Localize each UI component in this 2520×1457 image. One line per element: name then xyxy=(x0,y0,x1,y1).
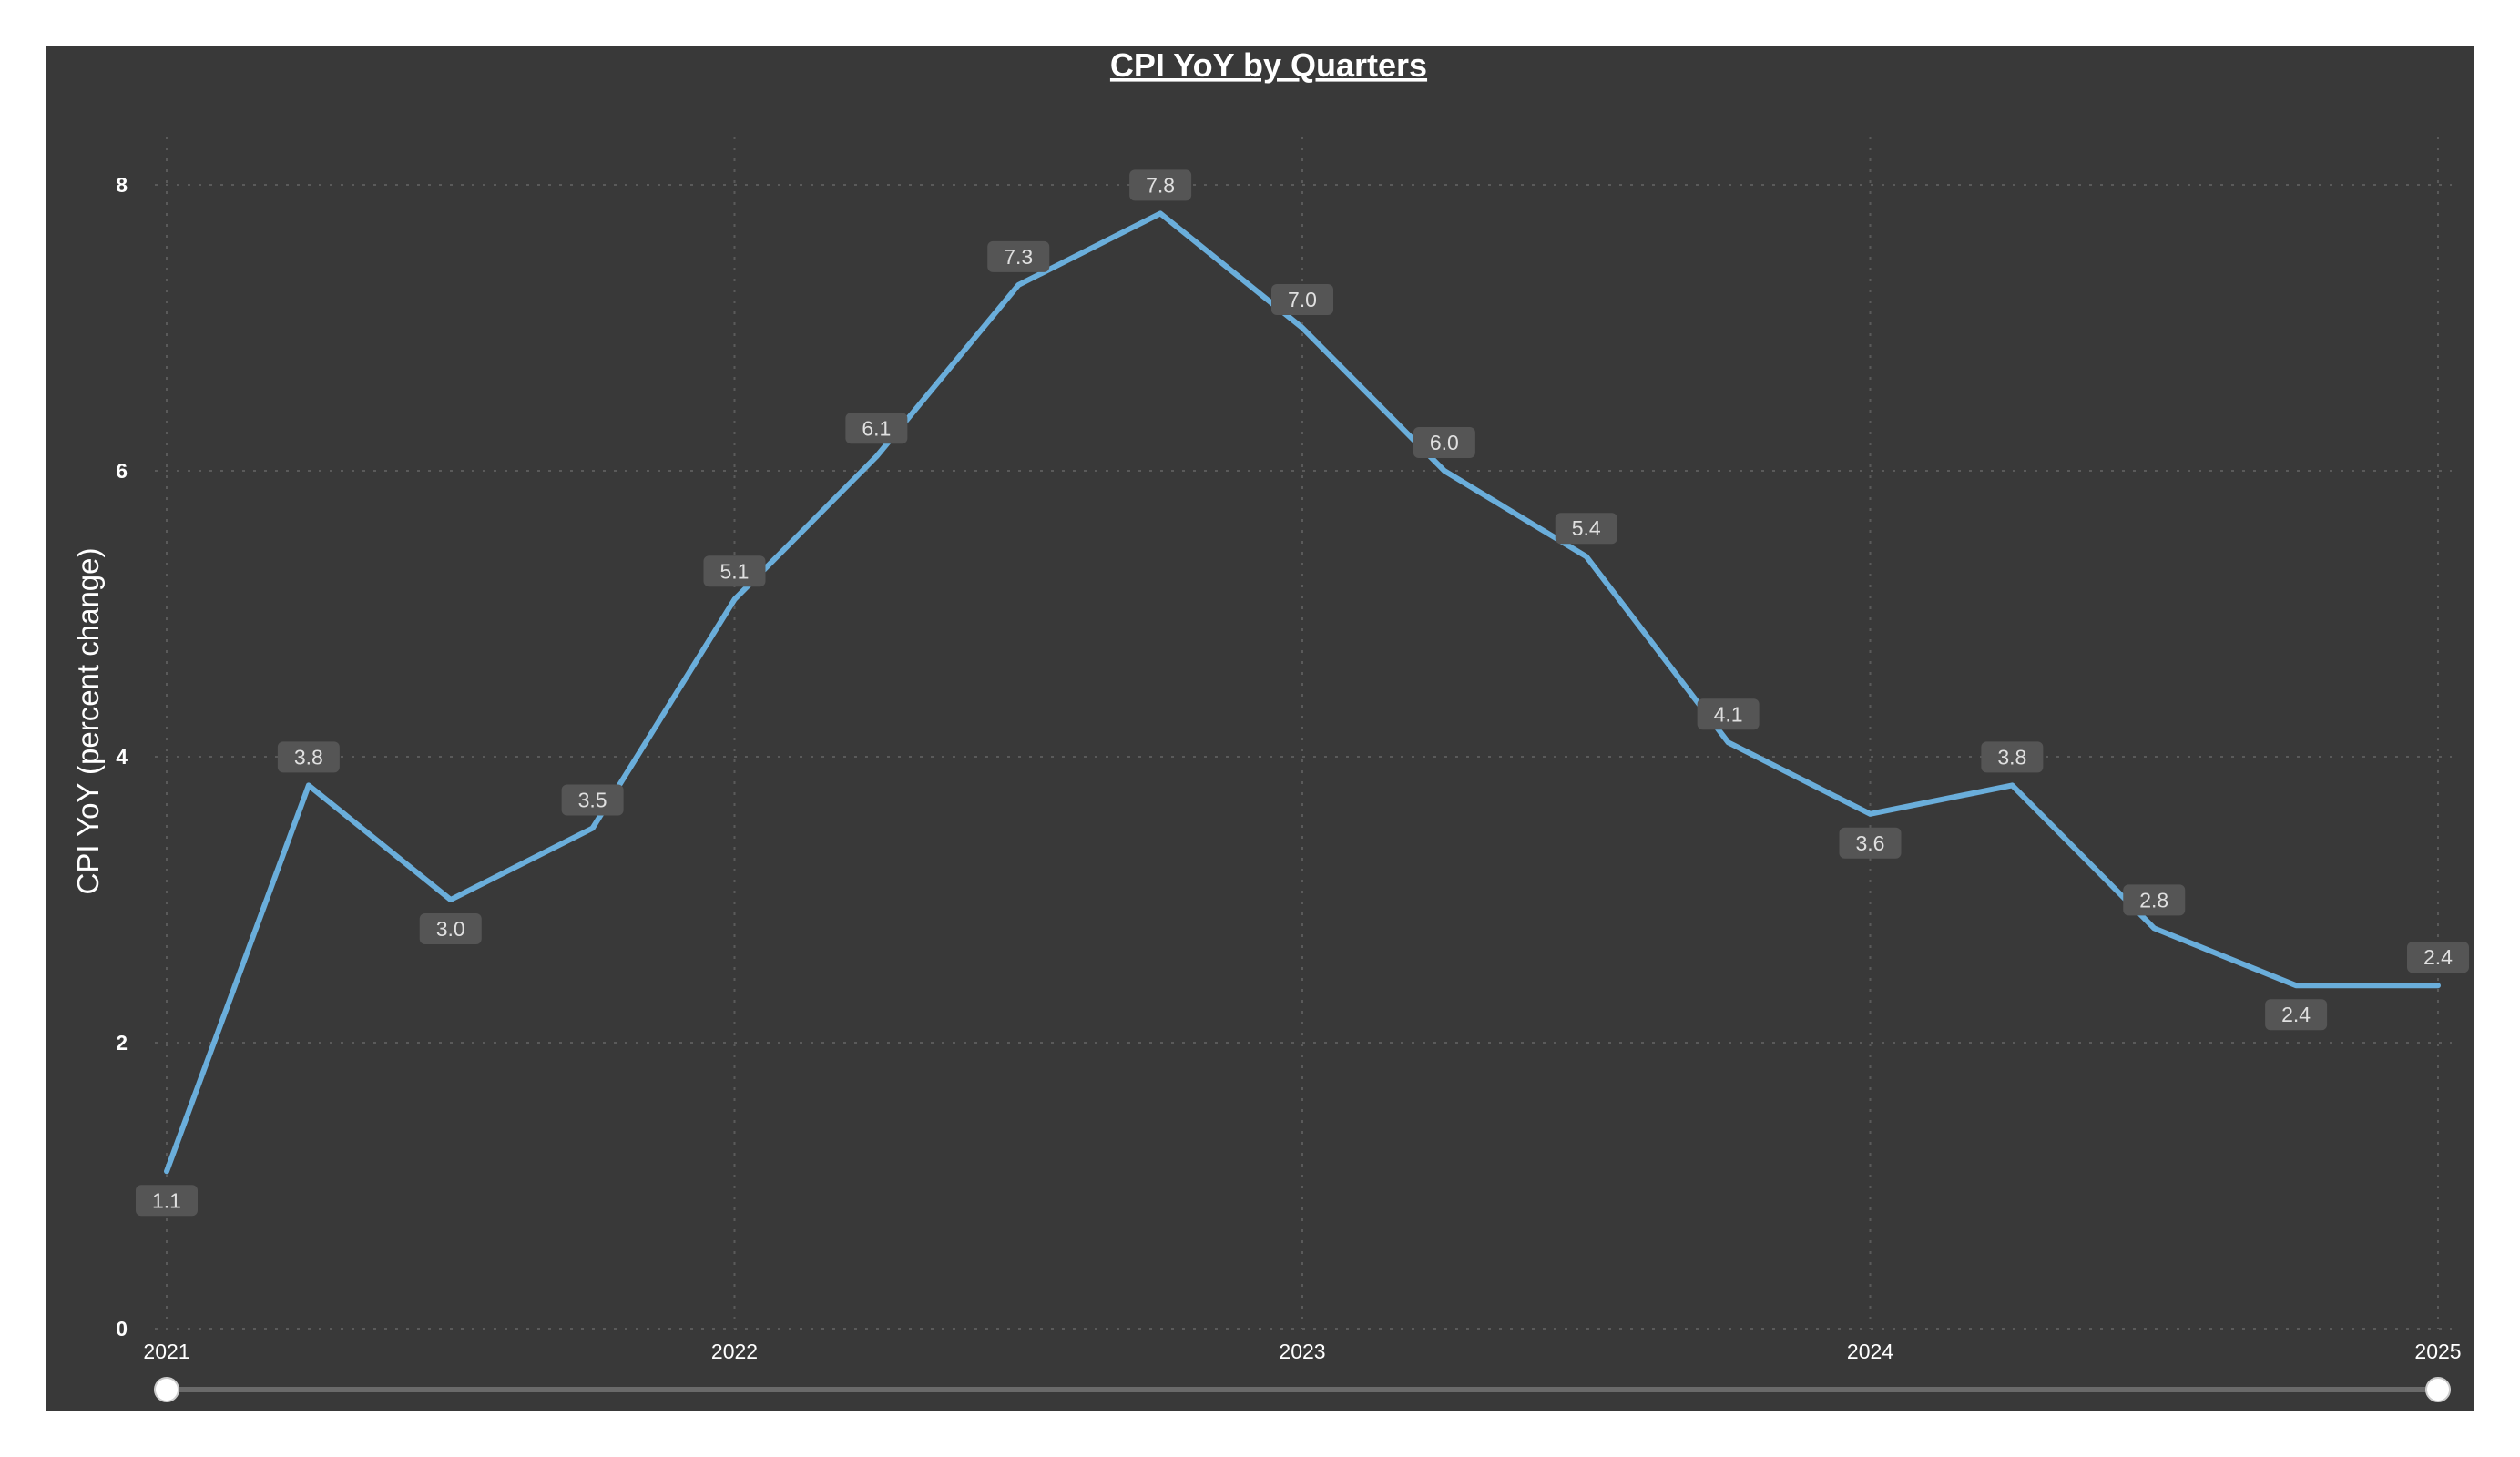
y-tick-label: 6 xyxy=(116,459,128,483)
data-label-box xyxy=(1129,169,1192,201)
data-label: 1.1 xyxy=(152,1188,181,1212)
data-label-box xyxy=(1697,698,1760,730)
x-tick-label: 2023 xyxy=(1279,1340,1325,1363)
data-label-box xyxy=(1413,427,1475,458)
y-axis-ticks: 0 2 4 6 8 xyxy=(116,173,128,1340)
data-label-box xyxy=(2265,999,2328,1031)
data-label: 6.1 xyxy=(862,416,891,440)
y-tick-label: 0 xyxy=(116,1317,128,1340)
series-line-cpi xyxy=(164,210,2441,1175)
data-label-box xyxy=(136,1185,198,1217)
range-slider-end-handle[interactable] xyxy=(2425,1377,2451,1402)
y-tick-label: 4 xyxy=(116,745,128,769)
x-tick-label: 2024 xyxy=(1847,1340,1893,1363)
data-label-box xyxy=(419,913,482,944)
data-label-box xyxy=(845,413,908,444)
data-label: 2.8 xyxy=(2139,888,2168,912)
x-tick-label: 2025 xyxy=(2414,1340,2461,1363)
data-label: 5.1 xyxy=(720,559,750,583)
y-tick-label: 8 xyxy=(116,173,128,197)
data-label: 3.0 xyxy=(436,917,465,941)
data-label: 3.5 xyxy=(578,789,607,812)
y-axis-label: CPI YoY (percent change) xyxy=(71,548,105,895)
data-labels: 1.1 3.8 3.0 3.5 5.1 6.1 7.3 7.8 7.0 6.0 5.4 4.1 3.6 3… xyxy=(136,169,2469,1217)
data-label: 3.6 xyxy=(1856,831,1885,855)
y-tick-label: 2 xyxy=(116,1031,128,1055)
x-axis-ticks: 2021 2022 2023 2024 2025 xyxy=(143,1340,2461,1363)
data-label: 5.4 xyxy=(1572,516,1601,540)
chart-title: CPI YoY by Quarters xyxy=(1110,46,1427,84)
range-slider[interactable] xyxy=(154,1377,2451,1402)
data-label-box xyxy=(703,555,766,587)
data-label: 6.0 xyxy=(1430,431,1459,454)
data-label: 2.4 xyxy=(2423,945,2453,969)
data-label-box xyxy=(1839,827,1902,859)
grid-lines xyxy=(155,137,2452,1330)
data-label: 7.8 xyxy=(1146,173,1175,197)
data-label-box xyxy=(987,240,1050,272)
data-label-box xyxy=(561,784,624,816)
data-label-box xyxy=(277,741,340,773)
data-label-box xyxy=(1981,741,2044,773)
data-label: 3.8 xyxy=(294,745,323,769)
data-label-box xyxy=(2123,884,2186,916)
data-label: 7.3 xyxy=(1004,245,1033,269)
data-label-box xyxy=(2407,942,2469,973)
data-label: 4.1 xyxy=(1714,702,1743,726)
x-tick-label: 2022 xyxy=(711,1340,758,1363)
chart-panel xyxy=(46,46,2474,1411)
data-label-box xyxy=(1555,513,1617,545)
data-label: 7.0 xyxy=(1288,288,1317,311)
data-label-box xyxy=(1271,284,1333,315)
range-slider-start-handle[interactable] xyxy=(154,1377,179,1402)
data-label: 3.8 xyxy=(1997,745,2026,769)
x-tick-label: 2021 xyxy=(143,1340,189,1363)
data-label: 2.4 xyxy=(2281,1003,2311,1026)
